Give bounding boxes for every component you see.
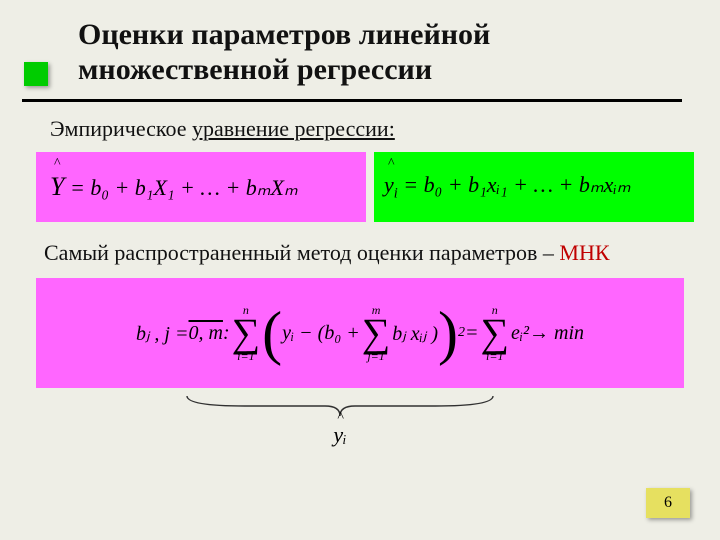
ols-range: 0, m bbox=[189, 322, 223, 345]
outer-sum-bot: i=1 bbox=[237, 350, 254, 362]
brace-label: ^ yᵢ bbox=[333, 422, 346, 448]
eq1-lhs: Y bbox=[50, 172, 64, 201]
body-text: Самый распространенный метод оценки пара… bbox=[0, 226, 720, 274]
sigma-icon: ∑ bbox=[480, 316, 509, 350]
underbrace: ^ yᵢ bbox=[185, 394, 495, 448]
ols-tail: → min bbox=[529, 322, 584, 345]
eq2-content: yi = b₀ + b₁xᵢ₁ + … + bₘxᵢₘ bbox=[384, 172, 631, 202]
hat-2: ^ bbox=[388, 156, 395, 172]
ols-power: 2 bbox=[458, 325, 465, 341]
title-line-1: Оценки параметров линейной bbox=[78, 18, 490, 51]
rhs-sum-bot: i=1 bbox=[486, 350, 503, 362]
ols-ei2: eᵢ² bbox=[511, 322, 529, 345]
page-number: 6 bbox=[646, 488, 690, 518]
body-prefix: Самый распространенный метод оценки пара… bbox=[44, 240, 559, 265]
outer-sum: n ∑ i=1 bbox=[232, 304, 261, 362]
ols-lhs: bⱼ , j = bbox=[136, 321, 189, 346]
mnk-label: МНК bbox=[559, 240, 609, 265]
equation-vector-form: ^ Y = b₀ + b₁X₁ + … + bₘXₘ bbox=[36, 152, 366, 222]
sigma-icon: ∑ bbox=[362, 316, 391, 350]
equation-row: ^ Y = b₀ + b₁X₁ + … + bₘXₘ ^ yi = b₀ + b… bbox=[0, 148, 720, 226]
brace-hat: ^ bbox=[337, 410, 344, 426]
ols-colon: : bbox=[223, 322, 230, 345]
eq2-rhs: = b₀ + b₁xᵢ₁ + … + bₘxᵢₘ bbox=[398, 172, 631, 197]
lparen-icon: ( bbox=[262, 315, 282, 351]
subtitle-underlined: уравнение регрессии: bbox=[192, 116, 395, 141]
subtitle: Эмпирическое уравнение регрессии: bbox=[0, 102, 720, 148]
ols-yi: yᵢ − (b₀ + bbox=[282, 322, 360, 345]
slide-title: Оценки параметров линейной множественной… bbox=[78, 18, 720, 87]
ols-bjxij: bⱼ xᵢⱼ ) bbox=[392, 321, 438, 346]
hat-1: ^ bbox=[54, 156, 61, 172]
ols-equals: = bbox=[465, 322, 479, 345]
eq1-content: Y = b₀ + b₁X₁ + … + bₘXₘ bbox=[50, 172, 298, 202]
subtitle-prefix: Эмпирическое bbox=[50, 116, 192, 141]
eq1-rhs: = b₀ + b₁X₁ + … + bₘXₘ bbox=[64, 175, 297, 200]
accent-square bbox=[24, 62, 48, 86]
equation-scalar-form: ^ yi = b₀ + b₁xᵢ₁ + … + bₘxᵢₘ bbox=[374, 152, 694, 222]
sigma-icon: ∑ bbox=[232, 316, 261, 350]
title-block: Оценки параметров линейной множественной… bbox=[0, 0, 720, 93]
rhs-sum: n ∑ i=1 bbox=[480, 304, 509, 362]
inner-sum: m ∑ j=1 bbox=[362, 304, 391, 362]
rparen-icon: ) bbox=[438, 315, 458, 351]
inner-sum-bot: j=1 bbox=[367, 350, 384, 362]
ols-equation: bⱼ , j = 0, m : n ∑ i=1 ( yᵢ − (b₀ + m ∑… bbox=[36, 278, 684, 388]
title-line-2: множественной регрессии bbox=[78, 53, 432, 86]
page-number-value: 6 bbox=[664, 494, 672, 512]
eq2-lhs: y bbox=[384, 172, 394, 197]
